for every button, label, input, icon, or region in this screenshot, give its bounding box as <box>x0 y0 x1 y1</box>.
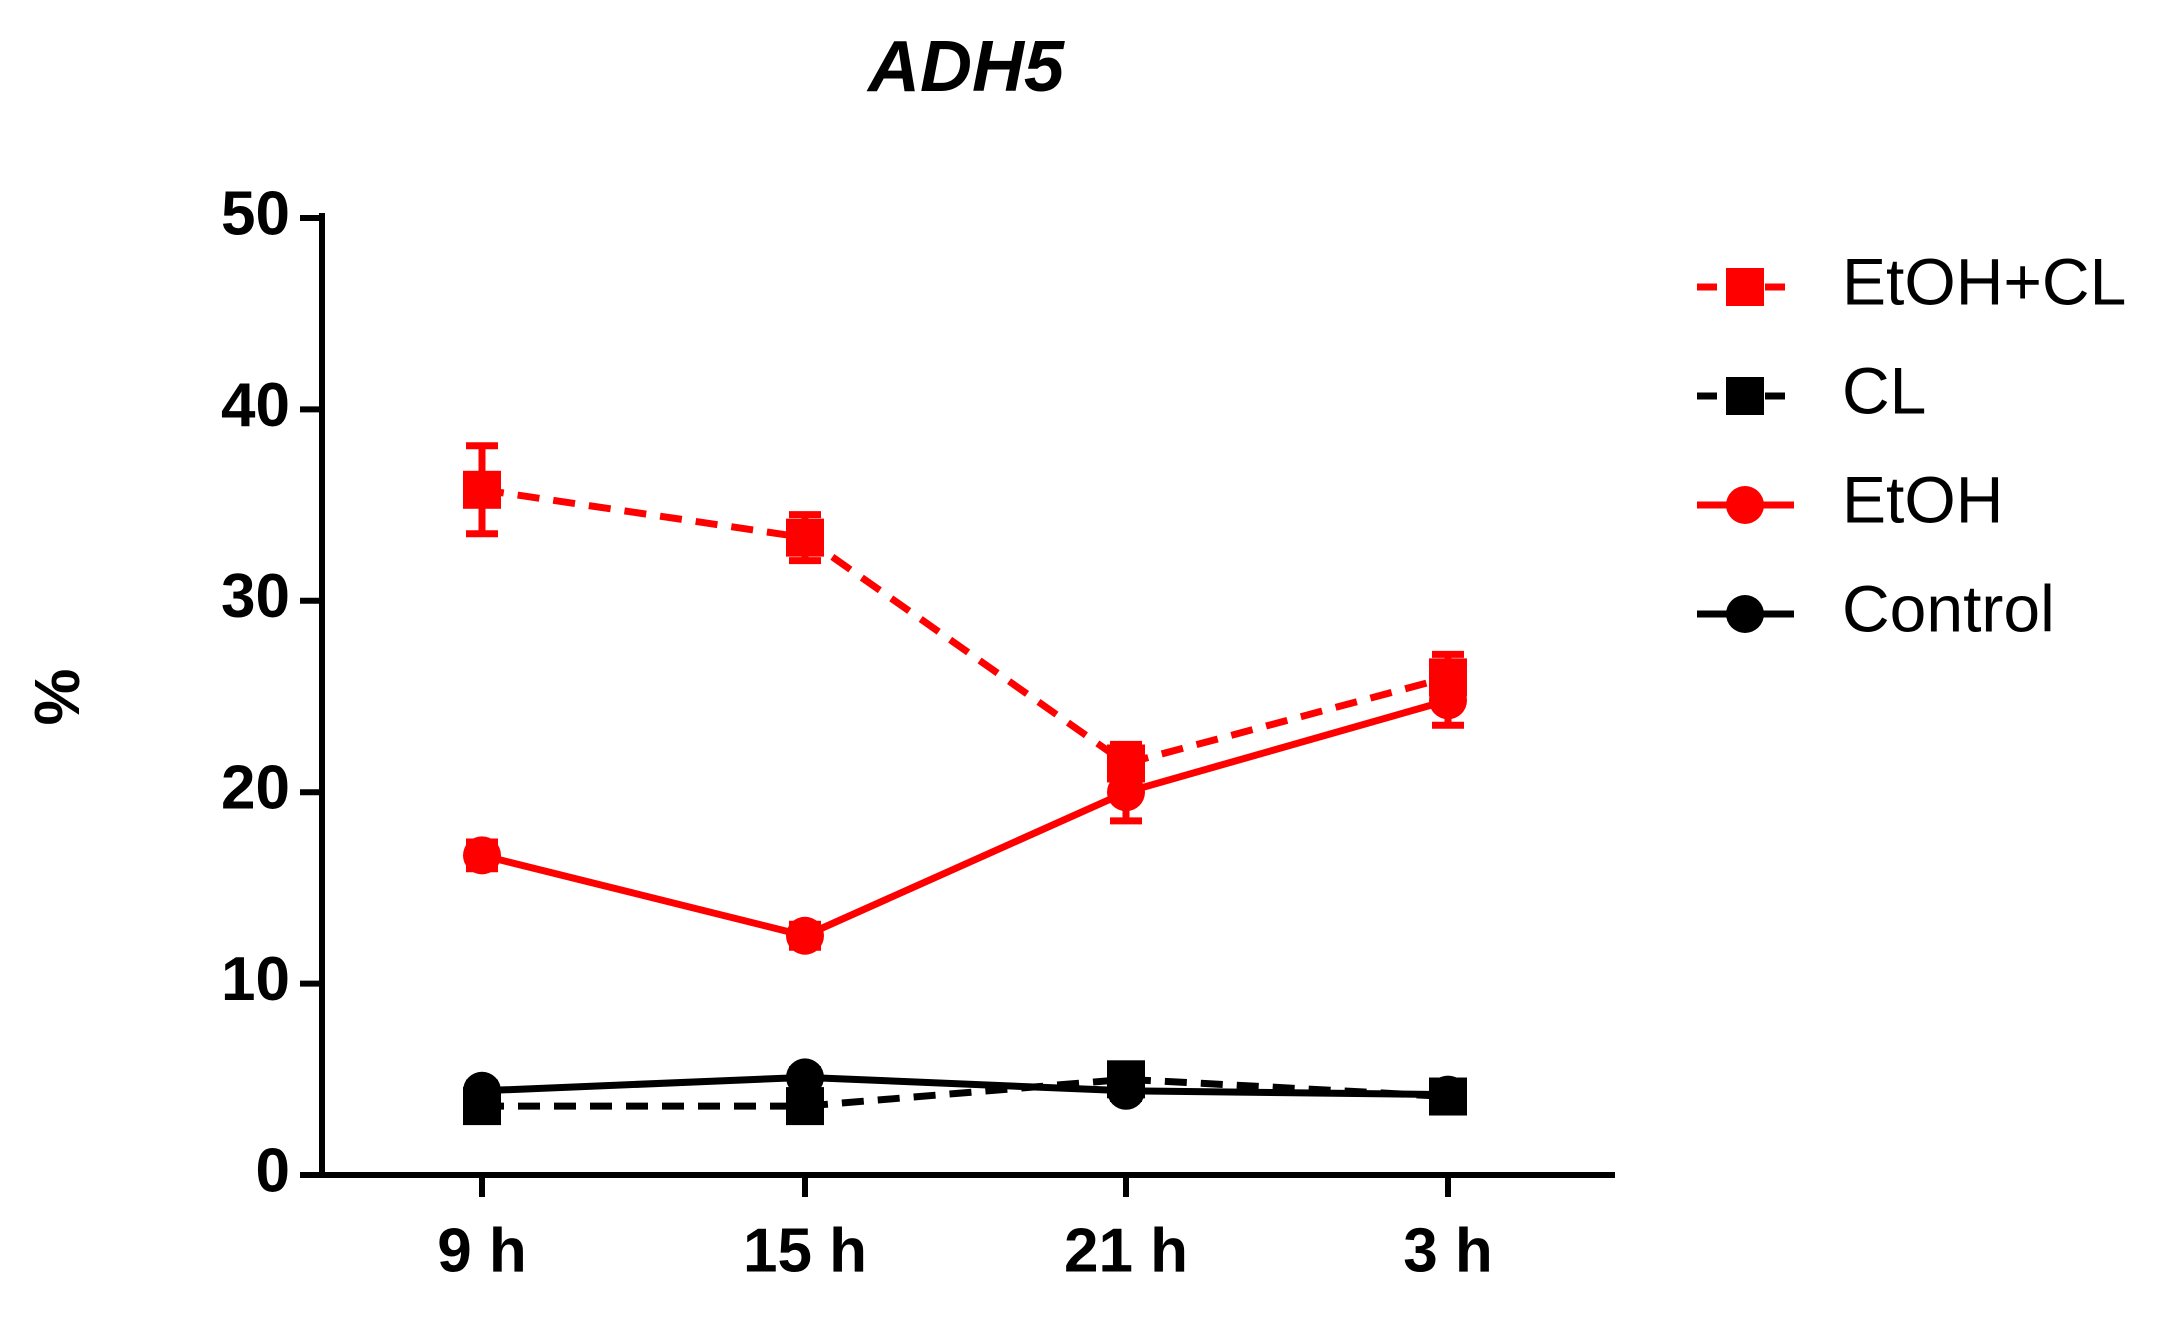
series-line <box>482 1075 1449 1110</box>
x-tick-label: 9 h <box>437 1216 527 1285</box>
data-point <box>463 1071 501 1110</box>
data-point <box>463 470 501 509</box>
x-tick-label: 15 h <box>743 1216 867 1285</box>
y-tick-label: 20 <box>221 754 290 823</box>
legend-marker <box>1726 268 1764 306</box>
series-line <box>481 486 1449 768</box>
legend-label: EtOH <box>1842 462 2003 536</box>
y-tick-label: 50 <box>221 179 290 248</box>
y-tick-label: 30 <box>221 562 290 631</box>
chart-title: ADH5 <box>866 27 1065 107</box>
data-point <box>1429 1075 1467 1114</box>
data-point <box>1107 1071 1145 1110</box>
x-tick-label: 3 h <box>1403 1216 1493 1285</box>
x-tick-label: 21 h <box>1064 1216 1188 1285</box>
legend-marker <box>1726 486 1764 524</box>
y-tick-label: 40 <box>221 371 290 440</box>
data-point <box>786 518 824 557</box>
data-point <box>463 836 501 875</box>
legend-marker <box>1726 595 1764 633</box>
series-line <box>481 1073 1449 1099</box>
data-point <box>786 916 824 955</box>
data-point <box>786 1058 824 1097</box>
legend-label: Control <box>1842 571 2055 645</box>
y-tick-label: 0 <box>256 1136 290 1205</box>
series-line <box>481 696 1449 940</box>
legend-marker <box>1726 377 1764 415</box>
data-point <box>1429 681 1467 720</box>
legend-label: CL <box>1842 353 1926 427</box>
data-point <box>1107 773 1145 812</box>
legend-label: EtOH+CL <box>1842 244 2126 318</box>
y-axis-label: % <box>21 669 93 726</box>
y-tick-label: 10 <box>221 945 290 1014</box>
